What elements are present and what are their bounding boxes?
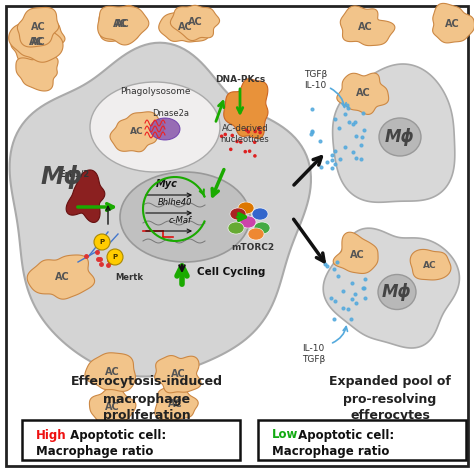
Polygon shape: [155, 386, 198, 420]
Circle shape: [220, 135, 223, 138]
Polygon shape: [333, 232, 378, 273]
Polygon shape: [11, 21, 65, 63]
Text: Myc: Myc: [156, 179, 178, 189]
Polygon shape: [18, 8, 59, 47]
Text: P: P: [100, 239, 105, 245]
Ellipse shape: [252, 208, 268, 220]
Polygon shape: [27, 255, 95, 299]
Ellipse shape: [248, 228, 264, 240]
Ellipse shape: [90, 82, 220, 172]
Text: Cell Cycling: Cell Cycling: [197, 267, 265, 277]
Text: c-Maf: c-Maf: [168, 216, 191, 225]
Circle shape: [253, 141, 256, 144]
Text: Dnase2a: Dnase2a: [153, 109, 190, 118]
FancyBboxPatch shape: [22, 420, 240, 460]
Circle shape: [257, 126, 260, 130]
Ellipse shape: [230, 208, 246, 220]
Polygon shape: [340, 6, 395, 46]
Polygon shape: [171, 5, 219, 41]
Text: AC: AC: [356, 88, 370, 98]
Text: mTORC2: mTORC2: [231, 244, 274, 253]
Text: Mϕ: Mϕ: [41, 165, 83, 189]
Circle shape: [245, 128, 248, 132]
Text: Mϕ: Mϕ: [382, 283, 412, 301]
Text: Phagolysosome: Phagolysosome: [120, 86, 190, 95]
Circle shape: [246, 130, 250, 134]
Polygon shape: [433, 3, 474, 43]
Text: Erk1/2: Erk1/2: [59, 169, 89, 178]
Ellipse shape: [379, 118, 421, 156]
Polygon shape: [9, 42, 311, 377]
Text: P: P: [112, 254, 118, 260]
Polygon shape: [99, 6, 143, 42]
Circle shape: [253, 154, 257, 158]
Circle shape: [244, 150, 247, 153]
Text: Mϕ: Mϕ: [385, 128, 415, 146]
Circle shape: [258, 131, 262, 135]
Text: TGFβ
IL-10: TGFβ IL-10: [304, 70, 327, 90]
Text: Macrophage ratio: Macrophage ratio: [36, 446, 154, 458]
Polygon shape: [323, 228, 459, 348]
Circle shape: [229, 148, 233, 151]
Text: Mertk: Mertk: [115, 272, 143, 281]
Polygon shape: [9, 23, 63, 62]
Text: AC: AC: [113, 19, 128, 29]
Ellipse shape: [150, 118, 180, 140]
Text: AC: AC: [188, 17, 202, 27]
Text: Expanded pool of
pro-resolving
efferocytes: Expanded pool of pro-resolving efferocyt…: [329, 376, 451, 422]
Circle shape: [107, 249, 123, 265]
Polygon shape: [333, 64, 455, 202]
Circle shape: [223, 133, 227, 136]
Text: AC-derived
nucleotides: AC-derived nucleotides: [220, 124, 269, 143]
Circle shape: [235, 140, 239, 143]
Polygon shape: [85, 353, 136, 391]
Text: AC: AC: [55, 272, 69, 282]
Text: AC: AC: [171, 369, 185, 379]
Circle shape: [94, 234, 110, 250]
Text: Apoptotic cell:: Apoptotic cell:: [294, 429, 394, 441]
Polygon shape: [98, 6, 149, 45]
Ellipse shape: [240, 216, 256, 228]
Text: AC: AC: [168, 399, 182, 409]
Text: IL-10
TGFβ: IL-10 TGFβ: [302, 344, 325, 364]
Text: AC: AC: [31, 22, 46, 32]
Polygon shape: [110, 112, 164, 152]
Text: Efferocytosis-induced
macrophage
proliferation: Efferocytosis-induced macrophage prolife…: [71, 376, 223, 422]
Text: AC: AC: [31, 37, 46, 47]
Text: AC: AC: [178, 22, 192, 32]
Text: AC: AC: [105, 402, 119, 412]
Text: Macrophage ratio: Macrophage ratio: [272, 446, 389, 458]
Text: Apoptotic cell:: Apoptotic cell:: [66, 429, 166, 441]
Text: AC: AC: [28, 37, 44, 47]
Text: DNA-PKcs: DNA-PKcs: [215, 76, 265, 84]
Ellipse shape: [238, 202, 254, 214]
Text: AC: AC: [130, 127, 144, 136]
Ellipse shape: [254, 222, 270, 234]
Ellipse shape: [228, 222, 244, 234]
Circle shape: [254, 130, 257, 133]
Polygon shape: [90, 388, 136, 425]
Polygon shape: [224, 79, 268, 139]
Polygon shape: [159, 11, 210, 42]
Ellipse shape: [120, 172, 250, 262]
Text: AC: AC: [445, 19, 459, 29]
Text: High: High: [36, 429, 67, 441]
Text: AC: AC: [423, 261, 437, 270]
Polygon shape: [410, 249, 451, 280]
Circle shape: [239, 140, 243, 144]
Polygon shape: [155, 355, 201, 393]
Text: AC: AC: [350, 250, 365, 260]
Polygon shape: [337, 73, 389, 114]
Text: AC: AC: [105, 367, 119, 377]
Text: Bhlhe40: Bhlhe40: [158, 198, 192, 207]
Polygon shape: [16, 56, 58, 91]
Text: AC: AC: [115, 19, 129, 29]
Text: AC: AC: [357, 22, 373, 32]
Polygon shape: [66, 170, 105, 222]
Ellipse shape: [378, 275, 416, 310]
Text: Low: Low: [272, 429, 298, 441]
FancyBboxPatch shape: [258, 420, 466, 460]
Circle shape: [248, 149, 251, 153]
Circle shape: [230, 134, 234, 137]
